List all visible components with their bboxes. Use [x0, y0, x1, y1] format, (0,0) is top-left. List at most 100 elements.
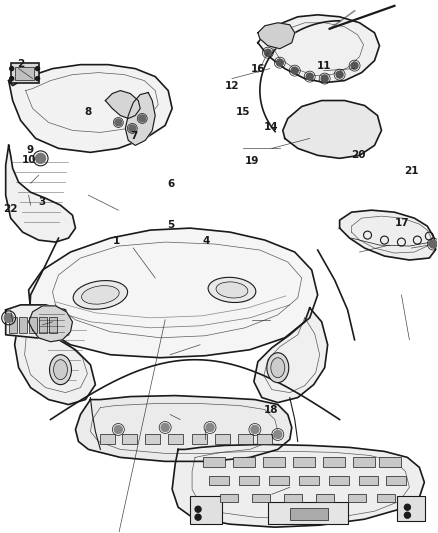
Text: 1: 1 — [113, 236, 120, 246]
Circle shape — [35, 77, 39, 80]
Text: 11: 11 — [317, 61, 331, 71]
Text: 16: 16 — [251, 64, 265, 74]
Circle shape — [35, 154, 46, 163]
Ellipse shape — [49, 355, 71, 385]
Bar — [397, 496, 425, 521]
Text: 5: 5 — [167, 220, 175, 230]
Circle shape — [306, 73, 313, 80]
Ellipse shape — [208, 277, 256, 303]
Text: 17: 17 — [395, 218, 410, 228]
Circle shape — [206, 424, 214, 432]
Text: 7: 7 — [130, 131, 138, 141]
Polygon shape — [75, 395, 292, 462]
Bar — [11, 63, 39, 83]
Circle shape — [10, 77, 14, 80]
Bar — [145, 434, 160, 445]
Polygon shape — [339, 210, 435, 260]
Polygon shape — [9, 64, 172, 152]
Bar — [203, 457, 225, 467]
Bar — [215, 434, 230, 445]
Ellipse shape — [267, 353, 289, 383]
Ellipse shape — [53, 360, 67, 379]
Text: 2: 2 — [17, 59, 24, 69]
Bar — [348, 494, 366, 502]
Text: 22: 22 — [3, 204, 18, 214]
Text: 18: 18 — [264, 405, 279, 415]
Circle shape — [321, 75, 328, 82]
Bar — [19, 317, 27, 333]
Circle shape — [291, 67, 298, 74]
Polygon shape — [125, 93, 155, 146]
Bar — [323, 457, 345, 467]
Circle shape — [404, 512, 410, 518]
Circle shape — [351, 62, 358, 69]
Circle shape — [274, 431, 282, 439]
Bar — [122, 434, 137, 445]
Polygon shape — [6, 146, 75, 242]
Circle shape — [10, 67, 14, 71]
Bar — [328, 477, 349, 486]
Bar — [263, 457, 285, 467]
Bar — [353, 457, 374, 467]
Text: 19: 19 — [244, 156, 259, 166]
Text: 8: 8 — [85, 108, 92, 117]
Bar — [9, 317, 17, 333]
Polygon shape — [172, 445, 424, 527]
Circle shape — [429, 240, 437, 248]
Ellipse shape — [73, 280, 127, 309]
Polygon shape — [258, 15, 379, 83]
Bar — [316, 494, 334, 502]
Bar — [168, 434, 183, 445]
Polygon shape — [254, 308, 328, 402]
Text: 14: 14 — [264, 122, 279, 132]
Polygon shape — [14, 308, 95, 405]
Circle shape — [161, 424, 169, 432]
Bar — [209, 477, 229, 486]
Circle shape — [139, 115, 146, 122]
Text: 12: 12 — [225, 81, 239, 91]
Circle shape — [404, 504, 410, 510]
Text: 4: 4 — [202, 236, 210, 246]
Polygon shape — [283, 101, 381, 158]
Bar — [299, 477, 319, 486]
Bar — [386, 477, 406, 486]
Circle shape — [4, 313, 13, 322]
Polygon shape — [258, 23, 295, 49]
Bar — [14, 67, 34, 79]
Bar — [252, 494, 270, 502]
Circle shape — [35, 67, 39, 71]
Bar — [190, 496, 222, 524]
Text: 15: 15 — [236, 108, 250, 117]
Bar — [268, 502, 348, 524]
Ellipse shape — [216, 282, 248, 298]
Circle shape — [251, 425, 259, 433]
Circle shape — [195, 514, 201, 520]
Text: 10: 10 — [22, 155, 36, 165]
Circle shape — [195, 506, 201, 512]
Circle shape — [114, 425, 122, 433]
Polygon shape — [6, 305, 71, 340]
Text: 9: 9 — [27, 144, 34, 155]
Bar — [220, 494, 238, 502]
Bar — [100, 434, 115, 445]
Circle shape — [276, 59, 283, 66]
Text: 20: 20 — [351, 150, 366, 160]
Circle shape — [129, 125, 136, 132]
Bar — [39, 317, 46, 333]
Bar — [239, 477, 259, 486]
Bar — [379, 457, 401, 467]
Bar — [192, 434, 207, 445]
Polygon shape — [28, 306, 72, 342]
Bar — [359, 477, 378, 486]
Ellipse shape — [81, 286, 119, 304]
Text: 21: 21 — [404, 166, 418, 176]
Polygon shape — [28, 228, 318, 358]
Bar — [238, 434, 253, 445]
Bar — [257, 434, 272, 445]
Bar — [269, 477, 289, 486]
Bar — [233, 457, 255, 467]
Bar — [28, 317, 37, 333]
Bar — [293, 457, 314, 467]
Circle shape — [265, 49, 271, 56]
Bar — [284, 494, 302, 502]
